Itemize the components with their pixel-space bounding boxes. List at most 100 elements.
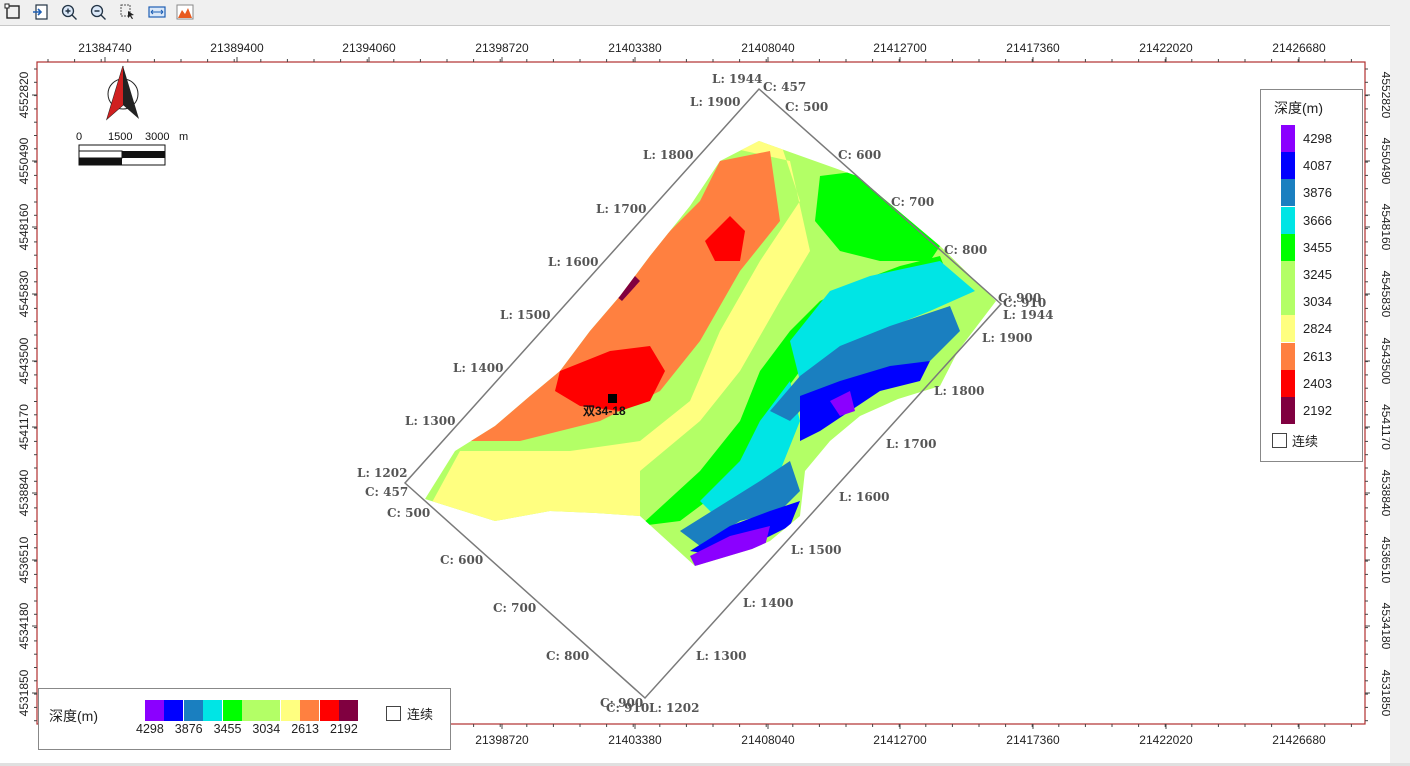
legend-label: 4298 <box>136 722 164 736</box>
legend-item: 2192 <box>1281 397 1361 424</box>
zoom-in-icon <box>61 4 77 20</box>
legend-label: 2824 <box>1303 321 1332 337</box>
x-tick-label-bottom: 21408040 <box>741 733 795 747</box>
x-tick-label-bottom: 21403380 <box>608 733 662 747</box>
legend-swatch <box>1281 179 1295 207</box>
x-tick-label-top: 21426680 <box>1272 41 1326 55</box>
legend-swatch <box>1281 152 1295 180</box>
scale-bar-label-1500: 1500 <box>108 131 132 143</box>
depth-surface <box>425 141 996 566</box>
x-tick-label-top: 21408040 <box>741 41 795 55</box>
zone-3876-south <box>680 461 800 546</box>
survey-line-label: L: 1500 <box>500 308 550 322</box>
legend-label: 3245 <box>1303 267 1332 282</box>
y-tick-label-left: 4531850 <box>17 669 31 716</box>
legend-item: 4087 <box>1281 152 1361 180</box>
legend-label: 2192 <box>330 722 358 736</box>
legend-swatch <box>339 700 358 721</box>
fit-width-button[interactable] <box>146 1 168 23</box>
survey-col-label: C: 700 <box>891 195 934 209</box>
pointer-tool-button[interactable] <box>117 1 139 23</box>
survey-line-label: L: 1500 <box>791 543 841 557</box>
survey-line-label: L: 1300 <box>405 414 455 428</box>
legend-swatch <box>1281 369 1295 397</box>
survey-line-label: L: 1700 <box>886 437 936 451</box>
color-scale-button[interactable] <box>174 1 196 23</box>
legend-swatch <box>1281 206 1295 234</box>
legend-swatch <box>222 700 242 721</box>
zone-3455-south <box>640 256 950 526</box>
legend-item: 2403 <box>1281 369 1361 397</box>
continuous-checkbox[interactable] <box>1272 433 1287 448</box>
zone-3666-south <box>700 381 800 521</box>
legend-swatch <box>242 700 261 721</box>
y-tick-label-right: 4531850 <box>1379 670 1390 717</box>
y-tick-label-left: 4550490 <box>17 137 31 184</box>
survey-col-label: C: 910 <box>1003 296 1046 310</box>
y-tick-label-right: 4543500 <box>1379 338 1390 385</box>
zone-2824 <box>430 141 810 531</box>
legend-item: 3455 <box>1281 233 1361 261</box>
legend-horizontal[interactable]: 深度(m) 连续 4298 3876 3455 3034 2613 2192 <box>38 688 451 750</box>
legend-label: 2613 <box>291 722 319 736</box>
legend-swatch <box>183 700 203 721</box>
zoom-out-button[interactable] <box>87 1 109 23</box>
x-tick-label-top: 21384740 <box>78 41 132 55</box>
x-tick-label-bottom: 21422020 <box>1139 733 1193 747</box>
legend-item: 3876 <box>1281 179 1361 207</box>
x-tick-label-bottom: 21417360 <box>1006 733 1060 747</box>
continuous-checkbox[interactable] <box>386 706 401 721</box>
toolbar <box>0 0 1410 25</box>
well-marker[interactable] <box>608 394 617 403</box>
legend-label: 3455 <box>213 722 242 736</box>
y-tick-label-left: 4548160 <box>17 203 31 250</box>
y-tick-label-left: 4534180 <box>17 602 31 649</box>
survey-line-label: L: 1900 <box>690 95 740 109</box>
legend-title: 深度(m) <box>1274 100 1323 116</box>
x-tick-label-top: 21394060 <box>342 41 396 55</box>
zoom-out-icon <box>90 4 106 20</box>
y-tick-label-left: 4545830 <box>17 270 31 317</box>
legend-label: 3876 <box>1303 185 1332 201</box>
legend-vertical[interactable]: 深度(m) 连续 4298 4087 3876 3666 3455 3245 3034 282… <box>1260 89 1363 462</box>
y-tick-label-right: 4550490 <box>1379 138 1390 185</box>
x-tick-label-top: 21403380 <box>608 41 662 55</box>
legend-swatch <box>319 700 339 721</box>
legend-label: 3034 <box>252 722 281 736</box>
zoom-in-button[interactable] <box>58 1 80 23</box>
y-tick-label-left: 4538840 <box>17 469 31 516</box>
zone-4298-north <box>830 391 855 416</box>
survey-line-label: L: 1700 <box>596 202 646 216</box>
legend-title: 深度(m) <box>49 708 98 724</box>
y-tick-label-right: 4552820 <box>1379 72 1390 119</box>
zone-4087-north <box>800 361 930 441</box>
select-rect-button[interactable] <box>2 1 24 23</box>
color-scale-icon <box>176 4 194 20</box>
survey-col-label: C: 700 <box>493 601 536 615</box>
legend-item: 3245 <box>1281 261 1361 288</box>
y-tick-label-right: 4548160 <box>1379 204 1390 251</box>
select-rect-icon <box>4 3 20 19</box>
vertical-scrollbar[interactable] <box>1390 25 1410 766</box>
map-canvas[interactable]: 双34-18 0 1500 3000 m 2138474021384740213… <box>0 25 1391 764</box>
legend-swatch <box>164 700 184 721</box>
survey-col-label: C: 457 <box>365 485 408 499</box>
survey-line-label: L: 1400 <box>743 596 793 610</box>
y-tick-label-right: 4541170 <box>1379 404 1390 450</box>
zone-2403-south <box>555 346 665 411</box>
legend-label: 3034 <box>1303 294 1332 310</box>
depth-contour-map: 双34-18 0 1500 3000 m 2138474021384740213… <box>17 41 1390 747</box>
legend-swatch <box>280 700 300 721</box>
y-tick-label-right: 4534180 <box>1379 603 1390 650</box>
survey-col-label: C: 910 <box>606 701 649 715</box>
legend-label: 2192 <box>1303 403 1332 418</box>
legend-swatch <box>1281 261 1295 288</box>
continuous-label: 连续 <box>407 707 434 722</box>
save-image-button[interactable] <box>30 1 52 23</box>
survey-line-label: L: 1900 <box>982 331 1032 345</box>
plot-frame <box>36 61 1366 725</box>
legend-label: 3455 <box>1303 239 1332 255</box>
legend-swatch <box>261 700 281 721</box>
continuous-label: 连续 <box>1292 434 1319 449</box>
scale-bar: 0 1500 3000 m <box>76 131 188 166</box>
